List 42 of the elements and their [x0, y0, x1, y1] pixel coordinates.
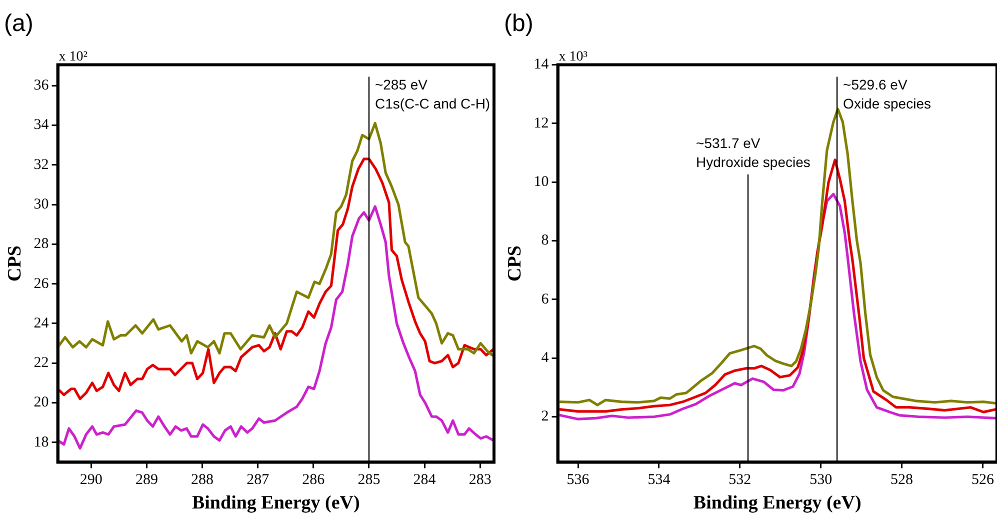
x-axis-title: Binding Energy (eV) — [192, 492, 360, 514]
x-tick-label: 530 — [810, 472, 832, 488]
y-tick-label: 6 — [541, 291, 550, 308]
x-tick-label: 534 — [648, 472, 671, 488]
x-tick-label: 288 — [191, 472, 214, 488]
y-tick-label: 12 — [534, 115, 549, 132]
x-tick-label: 289 — [135, 472, 158, 488]
y-tick-label: 8 — [541, 232, 549, 249]
y-tick-label: 28 — [34, 236, 49, 252]
text: x 10³ — [558, 49, 588, 64]
y-tick-label: 10 — [534, 174, 549, 190]
y-tick-label: 26 — [34, 276, 50, 292]
x-tick-label: 287 — [246, 472, 270, 488]
x-tick-label: 286 — [302, 472, 326, 488]
chart-title: (b) — [504, 10, 534, 38]
x-tick-label: 528 — [890, 472, 914, 488]
x-tick-label: 290 — [80, 472, 102, 488]
y-tick-label: 30 — [34, 196, 49, 212]
ref-line-label: ~285 eV C1s(C-C and C-H) — [374, 76, 490, 112]
y-axis-title: CPS — [504, 246, 526, 282]
x-tick-label: 526 — [972, 472, 994, 488]
y-tick-label: 14 — [534, 56, 550, 73]
y-tick-label: 18 — [34, 434, 49, 450]
x-tick-label: 284 — [413, 472, 436, 488]
y-axis-title: CPS — [4, 246, 26, 282]
x-tick-label: 536 — [566, 472, 590, 488]
x-tick-label: 283 — [468, 472, 492, 488]
x-tick-label: 285 — [358, 472, 380, 488]
y-tick-label: 20 — [34, 394, 49, 411]
ref-line-label: ~529.6 eV Oxide species — [843, 76, 931, 112]
y-tick-label: 24 — [34, 315, 50, 332]
chart-title: (a) — [4, 10, 34, 38]
x-axis-title: Binding Energy (eV) — [693, 492, 862, 514]
y-tick-label: 36 — [34, 78, 50, 94]
y-tick-label: 22 — [34, 355, 49, 372]
y-tick-label: 34 — [34, 117, 50, 134]
x-tick-label: 532 — [728, 472, 752, 488]
y-tick-label: 2 — [541, 408, 549, 425]
y-tick-label: 32 — [34, 156, 49, 173]
text: x 10² — [58, 49, 88, 64]
y-tick-label: 4 — [541, 350, 550, 366]
annotation: ~531.7 eV Hydroxide species — [696, 135, 810, 170]
